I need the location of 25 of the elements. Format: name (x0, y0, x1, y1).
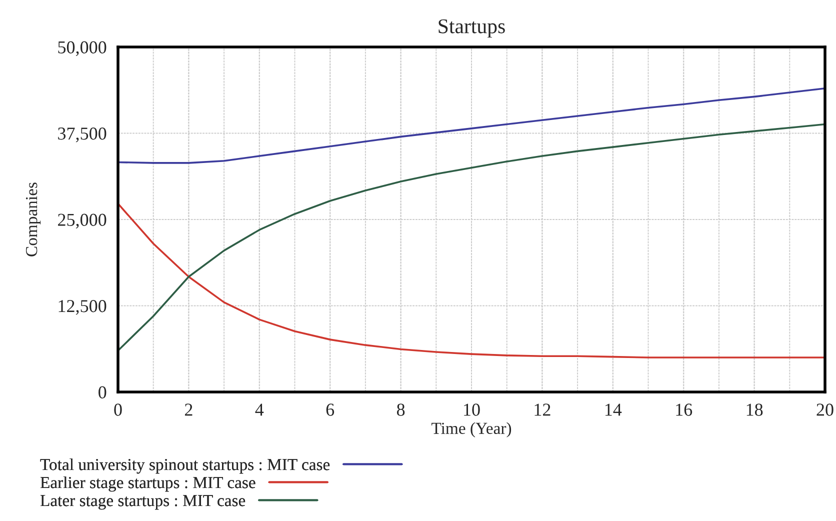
x-tick-label: 0 (114, 404, 122, 416)
y-tick-label: 12,500 (58, 300, 106, 315)
x-tick-label: 18 (746, 404, 763, 416)
legend-label: Later stage startups : MIT case (40, 495, 246, 510)
y-axis-title: Companies (26, 182, 41, 256)
y-tick-label: 0 (98, 386, 106, 398)
x-tick-label: 20 (816, 404, 834, 416)
y-tick-label: 25,000 (58, 214, 106, 229)
line-series (118, 87, 825, 164)
x-tick-label: 16 (676, 404, 692, 416)
x-axis-title: Time (Year) (432, 422, 512, 438)
x-tick-label: 4 (255, 404, 264, 416)
legend-label: Earlier stage startups : MIT case (40, 476, 256, 492)
y-tick-label: 37,500 (58, 128, 106, 142)
legend-label: Total university spinout startups : MIT case (40, 458, 330, 474)
x-tick-label: 8 (396, 404, 405, 416)
y-tick-label: 50,000 (58, 41, 106, 56)
x-tick-label: 12 (534, 404, 550, 416)
chart-title: Startups (438, 19, 505, 38)
x-tick-label: 14 (605, 404, 622, 416)
x-tick-label: 6 (326, 404, 334, 416)
x-tick-label: 10 (464, 404, 480, 416)
line-series (118, 123, 825, 352)
x-tick-label: 2 (184, 404, 192, 416)
line-series (118, 202, 825, 358)
